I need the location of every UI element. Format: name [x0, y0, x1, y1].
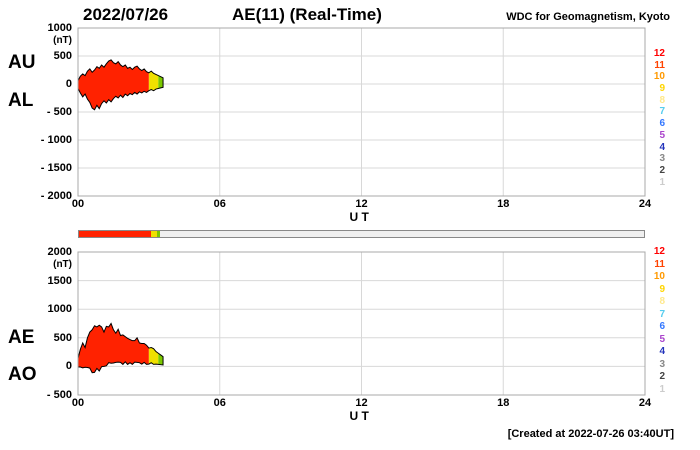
station-count-1: 1 — [659, 176, 665, 188]
y-tick-label: 500 — [53, 331, 72, 344]
station-count-4: 4 — [659, 346, 665, 357]
station-count-2: 2 — [659, 371, 665, 382]
y-tick-label: - 500 — [46, 389, 72, 401]
station-count-legend-bottom: 12 11 10 9 8 7 6 5 4 3 2 1 — [648, 246, 665, 396]
data-fill-segment — [78, 59, 149, 110]
station-count-6: 6 — [659, 118, 665, 130]
y-axis-unit: (nT) — [53, 259, 72, 270]
x-tick-label: 24 — [638, 198, 652, 210]
y-tick-label: 0 — [65, 360, 72, 373]
availability-segment — [79, 231, 151, 237]
x-tick-label: 00 — [71, 397, 85, 409]
station-count-9: 9 — [659, 283, 665, 295]
station-count-10: 10 — [653, 271, 665, 282]
station-count-2: 2 — [659, 164, 665, 176]
x-tick-label: 12 — [355, 198, 368, 210]
data-outline — [77, 59, 164, 111]
data-fill-segment — [78, 323, 149, 373]
station-count-12: 12 — [653, 48, 665, 59]
x-tick-label: 12 — [355, 397, 368, 409]
x-axis-label: U T — [349, 210, 369, 224]
x-tick-label: 18 — [497, 397, 510, 409]
y-tick-label: - 2000 — [40, 190, 72, 202]
station-count-4: 4 — [659, 141, 665, 153]
station-count-6: 6 — [659, 321, 665, 332]
y-tick-label: 1000 — [47, 22, 72, 34]
source-label: WDC for Geomagnetism, Kyoto — [506, 11, 670, 23]
station-count-12: 12 — [653, 246, 665, 257]
data-fill-segment — [148, 71, 159, 91]
availability-segment — [150, 231, 157, 237]
axis-label-au: AU — [8, 52, 36, 73]
axis-label-ae: AE — [8, 327, 35, 348]
plot-date: 2022/07/26 — [83, 5, 169, 24]
data-fill-segment — [148, 347, 159, 365]
availability-segment — [160, 231, 644, 237]
x-tick-label: 06 — [213, 397, 226, 409]
x-tick-label: 00 — [71, 198, 85, 210]
y-tick-label: - 500 — [46, 106, 72, 118]
station-count-3: 3 — [659, 153, 665, 165]
axis-label-al: AL — [8, 90, 34, 111]
y-tick-label: 0 — [65, 78, 72, 90]
data-fill-segment — [158, 75, 164, 89]
station-count-11: 11 — [654, 258, 665, 270]
station-count-7: 7 — [659, 106, 665, 118]
station-count-8: 8 — [659, 296, 665, 307]
page-title: AE(11) (Real-Time) — [232, 5, 382, 24]
station-count-10: 10 — [653, 71, 665, 83]
created-timestamp: [Created at 2022-07-26 03:40UT] — [507, 428, 674, 440]
y-axis-unit: (nT) — [53, 35, 72, 46]
panel-frame — [77, 27, 646, 197]
station-count-5: 5 — [659, 129, 665, 141]
y-tick-label: - 1500 — [40, 162, 72, 174]
station-count-3: 3 — [659, 358, 665, 370]
y-tick-label: 1500 — [47, 274, 72, 287]
axis-label-ao: AO — [8, 364, 37, 385]
x-tick-label: 06 — [213, 198, 226, 210]
availability-segment — [156, 231, 161, 237]
data-outline — [77, 322, 164, 374]
x-axis-label: U T — [349, 409, 369, 423]
y-tick-label: 500 — [53, 50, 72, 62]
data-availability-bar — [78, 230, 645, 238]
y-tick-label: 2000 — [47, 246, 72, 258]
station-count-7: 7 — [659, 308, 665, 320]
station-count-5: 5 — [659, 333, 665, 345]
station-count-11: 11 — [654, 59, 665, 71]
station-count-9: 9 — [659, 83, 665, 95]
station-count-8: 8 — [659, 94, 665, 106]
station-count-1: 1 — [659, 383, 665, 395]
x-tick-label: 18 — [497, 198, 510, 210]
y-tick-label: 1000 — [47, 303, 72, 316]
y-tick-label: - 1000 — [40, 134, 72, 146]
x-tick-label: 24 — [638, 397, 652, 409]
panel-frame — [77, 251, 646, 396]
station-count-legend-top: 12 11 10 9 8 7 6 5 4 3 2 1 — [648, 48, 665, 188]
